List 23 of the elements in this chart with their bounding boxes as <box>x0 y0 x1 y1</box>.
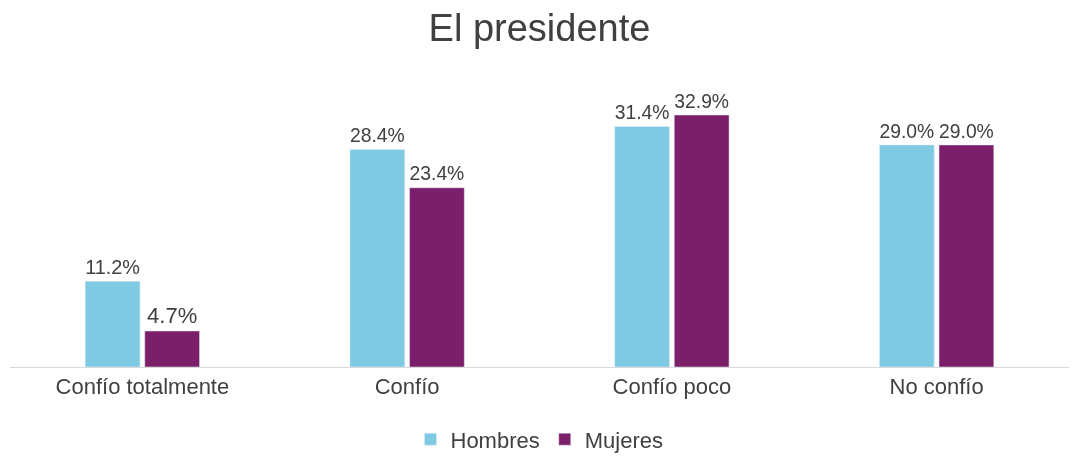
data-label: 23.4% <box>409 163 465 185</box>
data-label: 29.0% <box>939 120 994 142</box>
bar <box>938 144 995 367</box>
data-label: 4.7% <box>147 303 198 329</box>
x-tick-label: No confío <box>889 374 984 400</box>
data-label: 28.4% <box>349 125 405 147</box>
bar <box>674 114 730 367</box>
data-label: 31.4% <box>614 102 670 124</box>
x-tick-label: Confío poco <box>612 374 732 400</box>
legend-label: Mujeres <box>584 427 663 453</box>
bar <box>879 144 935 367</box>
x-tick-label: Confío <box>374 374 440 400</box>
bar <box>409 187 465 367</box>
chart-title: El presidente <box>428 6 651 49</box>
data-label: 11.2% <box>85 255 140 278</box>
data-label: 32.9% <box>674 90 730 112</box>
data-label: 29.0% <box>879 120 935 142</box>
bar <box>349 149 405 367</box>
bar <box>84 280 141 367</box>
bar <box>144 330 200 367</box>
legend-label: Hombres <box>450 427 540 453</box>
x-tick-label: Confío totalmente <box>55 374 230 400</box>
bar <box>614 126 670 367</box>
